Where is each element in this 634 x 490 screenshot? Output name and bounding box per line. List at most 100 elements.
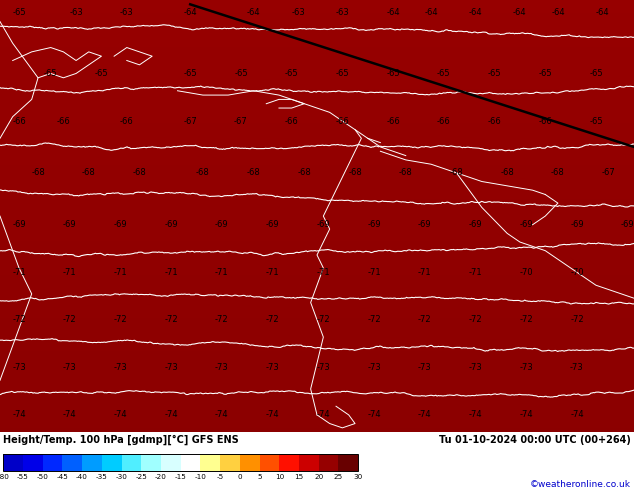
Text: -68: -68	[450, 169, 463, 177]
Text: -71: -71	[12, 268, 26, 277]
Bar	[240, 454, 259, 471]
Text: -74: -74	[418, 411, 432, 419]
Bar	[280, 454, 299, 471]
Text: -63: -63	[69, 8, 83, 18]
Text: -72: -72	[63, 315, 77, 324]
Text: -68: -68	[297, 169, 311, 177]
Text: -65: -65	[589, 69, 603, 78]
Text: 25: 25	[334, 474, 343, 480]
Text: -71: -71	[266, 268, 280, 277]
Bar	[3, 454, 358, 471]
Text: -80: -80	[0, 474, 9, 480]
Bar	[62, 454, 82, 471]
Bar	[299, 454, 319, 471]
Text: -73: -73	[570, 363, 584, 372]
Bar	[102, 454, 122, 471]
Text: -68: -68	[82, 169, 96, 177]
Text: -67: -67	[602, 169, 616, 177]
Bar	[161, 454, 181, 471]
Text: -68: -68	[500, 169, 514, 177]
Text: -74: -74	[113, 411, 127, 419]
Text: -73: -73	[367, 363, 381, 372]
Text: -30: -30	[115, 474, 127, 480]
Bar	[82, 454, 102, 471]
Text: -74: -74	[266, 411, 280, 419]
Text: -66: -66	[437, 117, 451, 125]
Text: -69: -69	[12, 220, 26, 229]
Text: -74: -74	[63, 411, 77, 419]
Text: -65: -65	[94, 69, 108, 78]
Text: -64: -64	[424, 8, 438, 18]
Text: -69: -69	[418, 220, 432, 229]
Text: -65: -65	[12, 8, 26, 18]
Text: -50: -50	[37, 474, 49, 480]
Text: -74: -74	[164, 411, 178, 419]
Bar	[181, 454, 200, 471]
Text: -20: -20	[155, 474, 167, 480]
Text: -72: -72	[469, 315, 482, 324]
Text: -73: -73	[469, 363, 482, 372]
Bar	[141, 454, 161, 471]
Text: -64: -64	[595, 8, 609, 18]
Text: -68: -68	[133, 169, 146, 177]
Text: -66: -66	[12, 117, 26, 125]
Bar	[42, 454, 62, 471]
Text: -73: -73	[316, 363, 330, 372]
Text: ©weatheronline.co.uk: ©weatheronline.co.uk	[530, 480, 631, 489]
Text: Height/Temp. 100 hPa [gdmp][°C] GFS ENS: Height/Temp. 100 hPa [gdmp][°C] GFS ENS	[3, 435, 239, 445]
Text: -72: -72	[519, 315, 533, 324]
Text: -69: -69	[316, 220, 330, 229]
Text: -72: -72	[113, 315, 127, 324]
Text: -71: -71	[367, 268, 381, 277]
Text: -74: -74	[367, 411, 381, 419]
Text: -73: -73	[266, 363, 280, 372]
Text: -72: -72	[570, 315, 584, 324]
Text: -69: -69	[266, 220, 280, 229]
Text: -74: -74	[570, 411, 584, 419]
Text: -65: -65	[285, 69, 299, 78]
Text: -71: -71	[215, 268, 229, 277]
Text: -67: -67	[183, 117, 197, 125]
Text: Tu 01-10-2024 00:00 UTC (00+264): Tu 01-10-2024 00:00 UTC (00+264)	[439, 435, 631, 445]
Text: -73: -73	[418, 363, 432, 372]
Text: -69: -69	[215, 220, 229, 229]
Text: -66: -66	[386, 117, 400, 125]
Text: -73: -73	[519, 363, 533, 372]
Text: 30: 30	[354, 474, 363, 480]
Text: -65: -65	[437, 69, 451, 78]
Text: -15: -15	[175, 474, 186, 480]
Text: -73: -73	[63, 363, 77, 372]
Text: -68: -68	[196, 169, 210, 177]
Text: 15: 15	[294, 474, 304, 480]
Text: -69: -69	[621, 220, 634, 229]
Text: -71: -71	[164, 268, 178, 277]
Text: -72: -72	[316, 315, 330, 324]
Bar	[259, 454, 280, 471]
Text: -68: -68	[399, 169, 413, 177]
Text: -73: -73	[164, 363, 178, 372]
Bar	[122, 454, 141, 471]
Text: -68: -68	[348, 169, 362, 177]
Text: -63: -63	[335, 8, 349, 18]
Text: -10: -10	[195, 474, 206, 480]
Text: 5: 5	[257, 474, 262, 480]
Bar	[3, 454, 23, 471]
Text: -66: -66	[335, 117, 349, 125]
Text: 20: 20	[314, 474, 323, 480]
Text: 0: 0	[238, 474, 242, 480]
Text: -35: -35	[96, 474, 108, 480]
Text: -65: -65	[538, 69, 552, 78]
Text: -64: -64	[469, 8, 482, 18]
Text: -72: -72	[164, 315, 178, 324]
Text: -72: -72	[367, 315, 381, 324]
Text: -73: -73	[215, 363, 229, 372]
Text: -64: -64	[183, 8, 197, 18]
Bar	[200, 454, 220, 471]
Text: -74: -74	[215, 411, 229, 419]
Text: -55: -55	[17, 474, 29, 480]
Text: -69: -69	[519, 220, 533, 229]
Text: 10: 10	[275, 474, 284, 480]
Text: -71: -71	[469, 268, 482, 277]
Text: -71: -71	[63, 268, 77, 277]
Bar	[339, 454, 358, 471]
